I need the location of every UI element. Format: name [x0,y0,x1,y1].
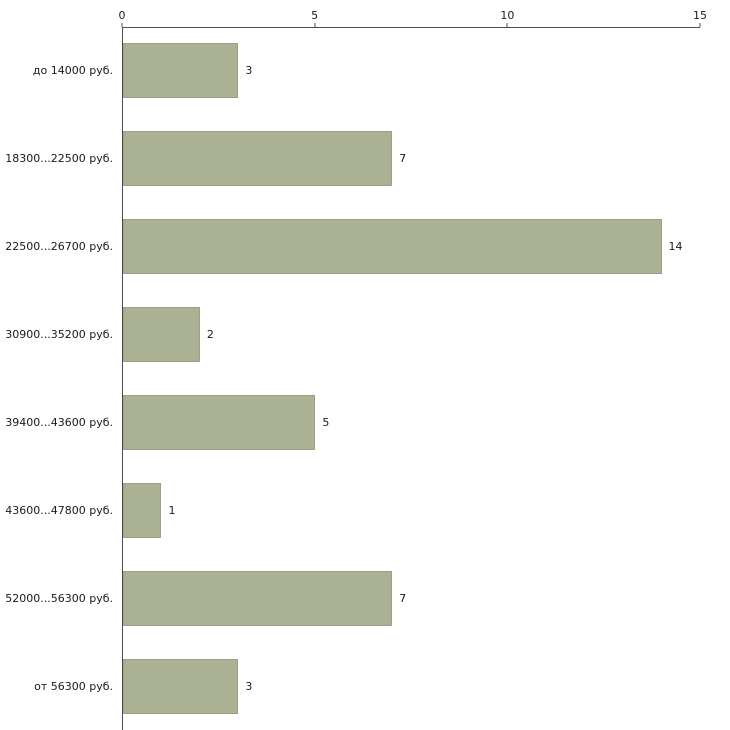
bar [123,394,316,450]
bar-row: 3 [123,27,700,115]
x-tick-mark [699,23,701,27]
x-tick-mark [506,23,508,27]
bar [123,219,662,275]
x-tick-mark [121,23,123,27]
value-label: 7 [399,591,407,605]
bar-row: 7 [123,115,700,203]
category-label: от 56300 руб. [34,679,113,693]
bar-rows: 3 7 14 2 5 1 7 3 [123,27,700,730]
bar [123,482,162,538]
value-label: 3 [245,64,253,78]
value-label: 14 [668,240,683,254]
category-label: 52000...56300 руб. [5,591,113,605]
category-labels: до 14000 руб. 18300...22500 руб. 22500...2… [0,27,117,730]
category-label: 30900...35200 руб. [5,328,113,342]
bar-row: 2 [123,291,700,379]
bar [123,658,239,714]
x-tick-label: 0 [118,9,126,22]
value-label: 1 [168,503,176,517]
bar [123,43,239,99]
x-tick-label: 15 [693,9,707,22]
value-label: 5 [322,415,330,429]
x-tick-label: 5 [311,9,319,22]
value-label: 7 [399,152,407,166]
y-axis [122,27,123,730]
bar [123,307,200,363]
x-axis-ticks: 0 5 10 15 [118,0,707,27]
bar-row: 14 [123,203,700,291]
category-label: 39400...43600 руб. [5,415,113,429]
x-axis [122,27,700,28]
category-label: 22500...26700 руб. [5,240,113,254]
bar [123,131,393,187]
category-label: до 14000 руб. [32,64,113,78]
category-label: 43600...47800 руб. [5,503,113,517]
value-label: 3 [245,679,253,693]
bar-row: 1 [123,466,700,554]
value-label: 2 [206,328,214,342]
bar-row: 3 [123,642,700,730]
x-tick-label: 10 [500,9,515,22]
category-label: 18300...22500 руб. [5,152,113,166]
bar [123,570,393,626]
x-tick-mark [314,23,316,27]
bar-row: 5 [123,379,700,467]
bar-row: 7 [123,554,700,642]
